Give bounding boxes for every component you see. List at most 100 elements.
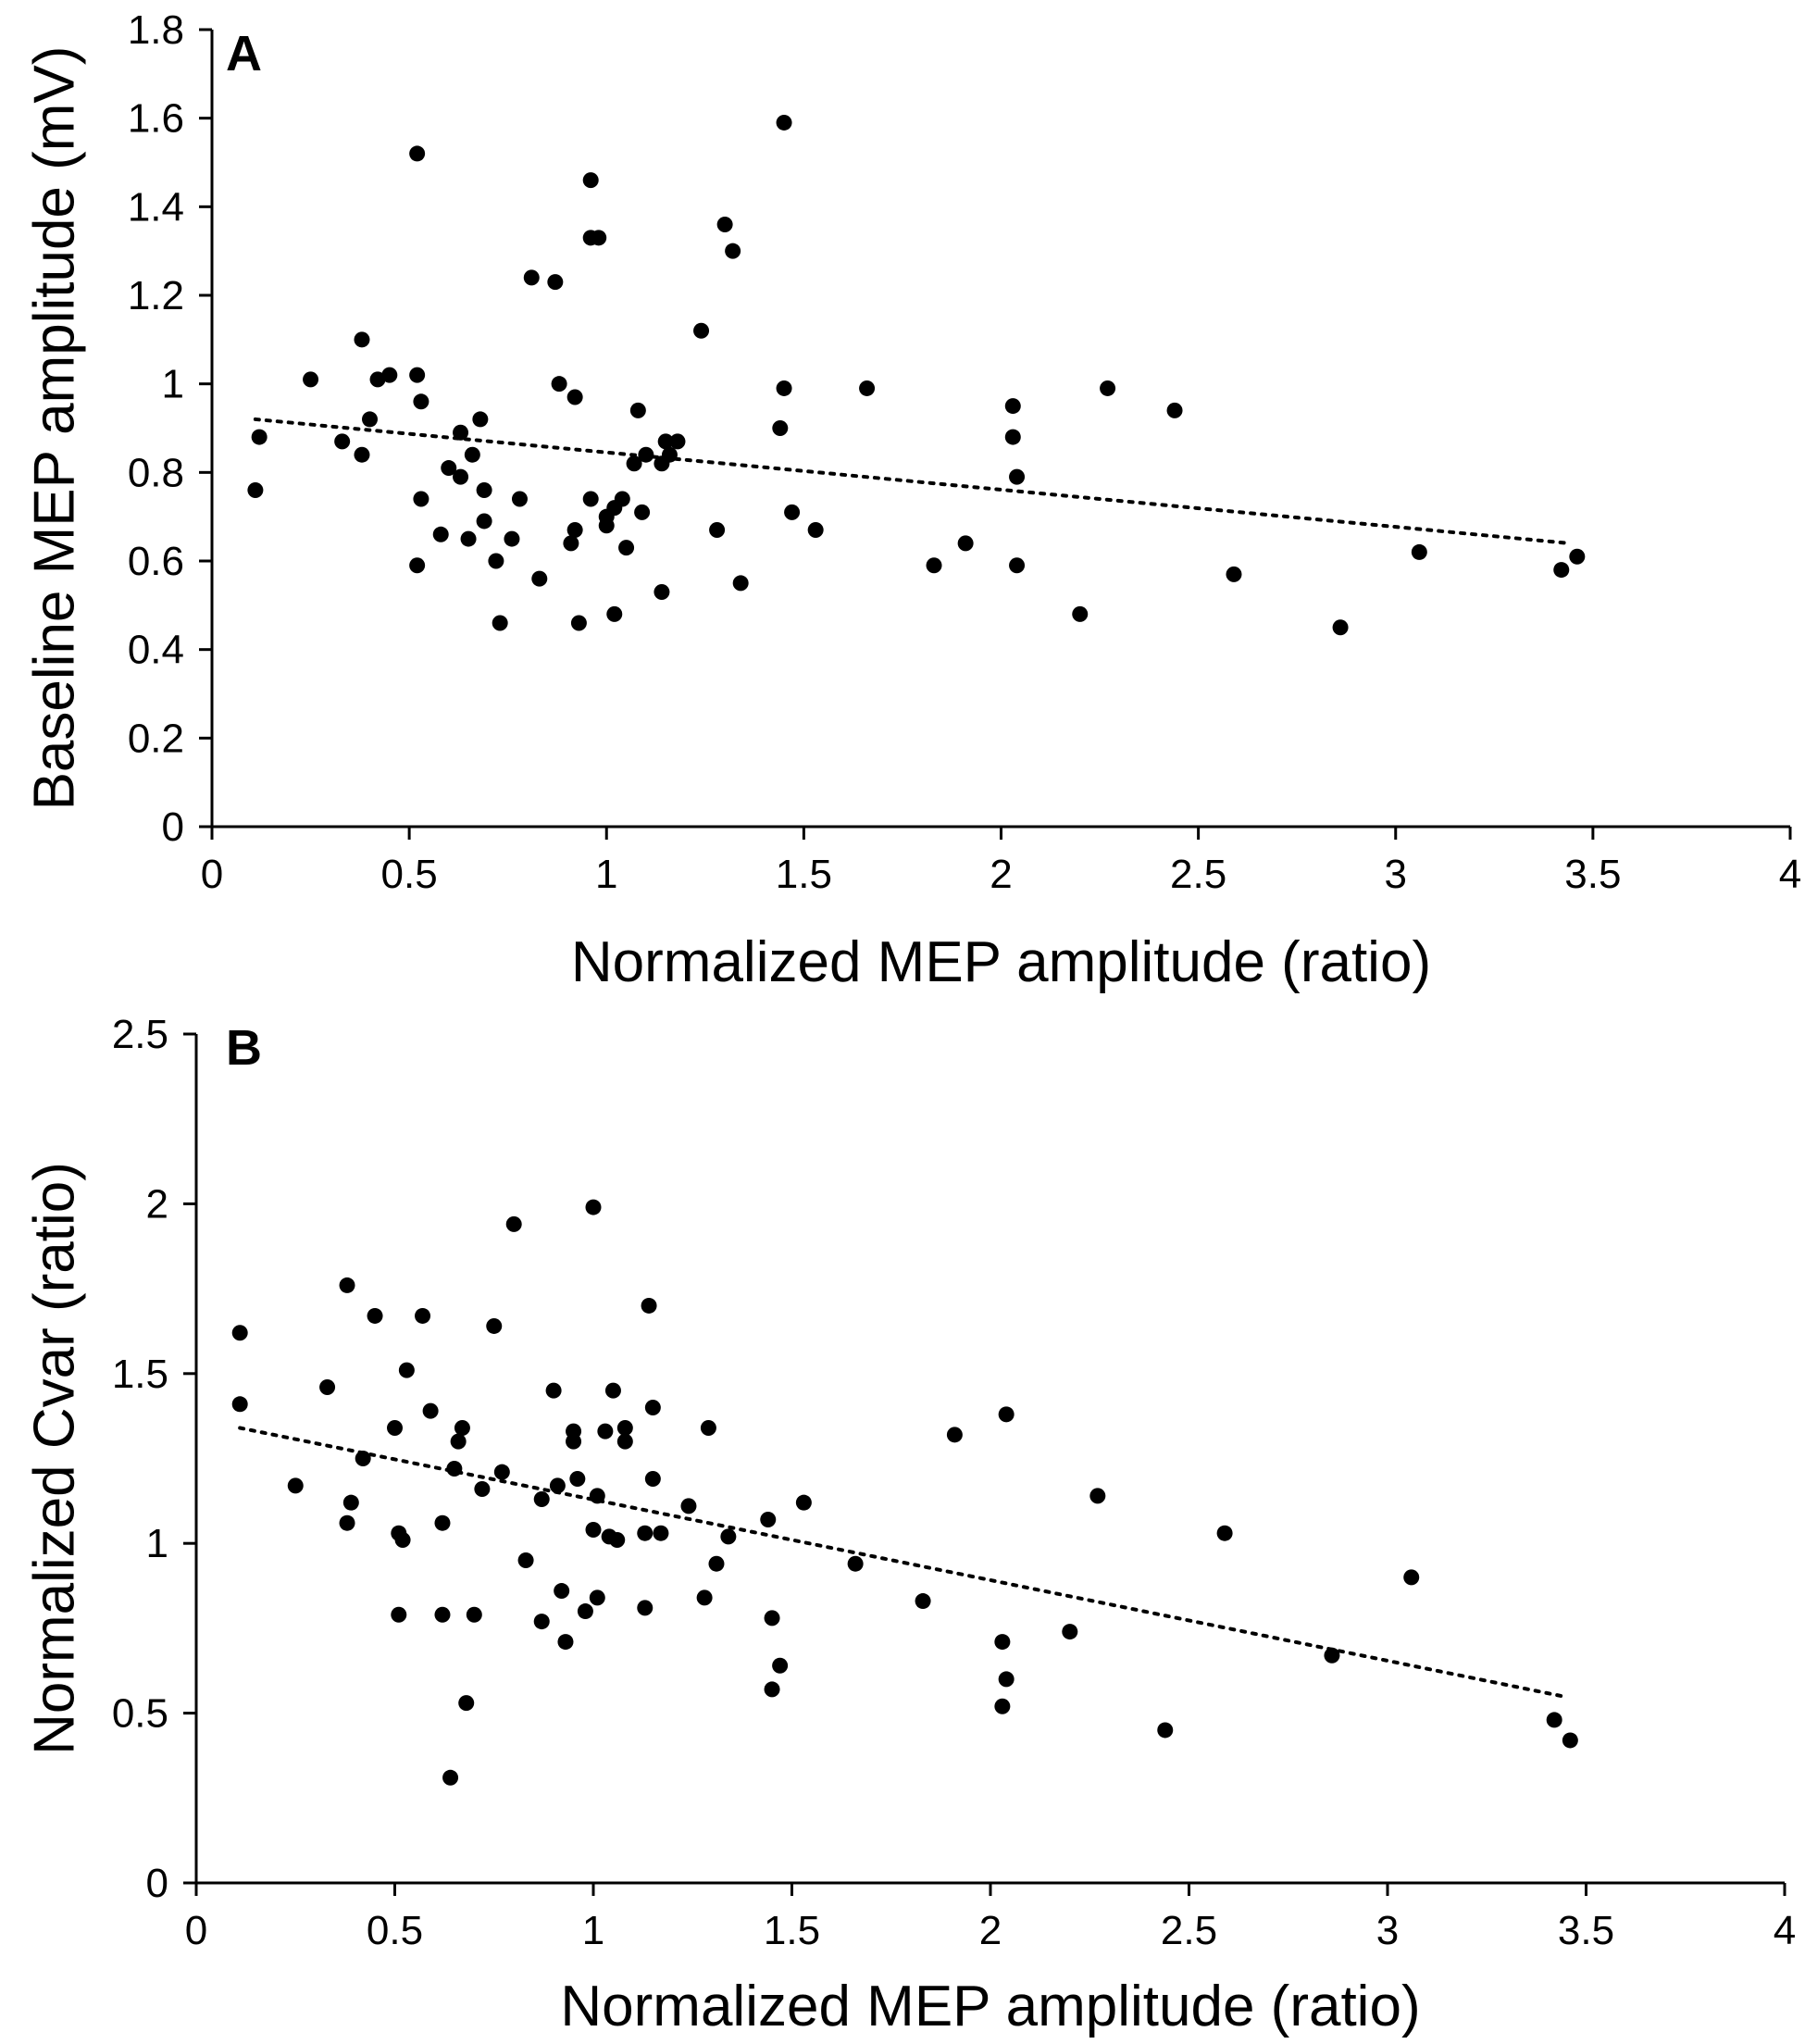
x-tick-label: 0.5 [381, 852, 438, 897]
data-point [994, 1634, 1011, 1651]
y-tick-label: 1.2 [128, 273, 184, 318]
data-point [764, 1681, 780, 1698]
data-point [570, 615, 587, 631]
data-point [661, 446, 678, 463]
data-point [466, 1606, 482, 1623]
data-point [566, 522, 583, 539]
data-point [629, 402, 646, 418]
data-point [725, 243, 741, 259]
data-point [398, 1362, 415, 1378]
data-point [453, 424, 469, 441]
y-tick-label: 0 [146, 1861, 168, 1906]
trendline [253, 417, 1572, 545]
data-point [339, 1277, 355, 1293]
data-point [1009, 557, 1026, 574]
x-axis-label: Normalized MEP amplitude (ratio) [571, 930, 1431, 994]
data-point [505, 1215, 522, 1232]
data-point [354, 331, 370, 348]
x-axis-label: Normalized MEP amplitude (ratio) [560, 1975, 1420, 2038]
data-point [231, 1325, 248, 1341]
data-point [653, 1525, 669, 1541]
data-point [434, 1606, 451, 1623]
data-point [1009, 468, 1026, 485]
y-tick-label: 1 [146, 1521, 168, 1566]
data-point [409, 557, 426, 574]
data-point [251, 429, 268, 445]
x-tick-label: 2 [990, 852, 1012, 897]
data-point [582, 172, 599, 189]
data-point [644, 1399, 661, 1415]
data-point [859, 380, 876, 396]
data-point [409, 367, 426, 383]
data-point [554, 1583, 570, 1600]
data-point [680, 1498, 697, 1514]
data-point [760, 1512, 777, 1528]
data-point [626, 455, 642, 472]
data-point [492, 615, 508, 631]
data-point [616, 1419, 633, 1436]
data-point [472, 411, 489, 428]
x-tick-label: 2.5 [1161, 1908, 1217, 1953]
data-point [994, 1698, 1011, 1714]
data-point [563, 535, 579, 552]
data-point [409, 145, 426, 162]
data-point [720, 1528, 737, 1545]
x-tick-label: 0 [201, 852, 223, 897]
data-point [1157, 1722, 1174, 1739]
data-point [644, 1471, 661, 1488]
y-tick-label: 1.5 [112, 1352, 168, 1397]
data-point [1553, 562, 1570, 579]
data-point [1004, 398, 1021, 415]
trendline [238, 1426, 1564, 1699]
data-point [446, 1461, 463, 1477]
data-point [708, 1555, 725, 1572]
data-point [381, 367, 398, 383]
data-point [589, 1488, 605, 1504]
data-point [772, 420, 789, 436]
data-point [1089, 1488, 1106, 1504]
data-point [616, 1433, 633, 1450]
data-point [454, 1419, 470, 1436]
data-point [432, 526, 449, 542]
data-point [303, 371, 319, 388]
data-point [533, 1614, 550, 1630]
data-point [434, 1514, 451, 1531]
y-tick-label: 0.5 [112, 1691, 168, 1737]
data-point [696, 1589, 713, 1606]
x-tick-label: 1 [582, 1908, 604, 1953]
data-point [547, 274, 564, 291]
data-point [847, 1555, 864, 1572]
data-point [415, 1307, 431, 1324]
data-point [354, 446, 370, 463]
data-point [569, 1471, 586, 1488]
panel-label: B [226, 1020, 262, 1076]
data-point [776, 114, 792, 131]
x-tick-label: 2.5 [1170, 852, 1226, 897]
data-point [369, 371, 386, 388]
data-point [460, 530, 477, 547]
data-point [654, 583, 670, 600]
x-tick-label: 3 [1376, 1908, 1399, 1953]
y-tick-label: 2.5 [112, 1012, 168, 1057]
data-point [422, 1402, 439, 1419]
x-tick-label: 3 [1385, 852, 1407, 897]
data-point [453, 468, 469, 485]
chart-panel-b: 0 0.5 1 1.5 2 2.5 3 3.5 4 0 0.5 1 1.5 2 2.5 Normalized … [23, 1012, 1797, 2038]
data-point [339, 1514, 355, 1531]
x-tick-label: 0 [185, 1908, 207, 1953]
x-tick-label: 0.5 [367, 1908, 423, 1953]
data-point [732, 575, 749, 592]
data-point [1072, 605, 1089, 622]
y-tick-label: 1.4 [128, 184, 184, 230]
data-point [486, 1317, 503, 1334]
data-point [693, 322, 710, 339]
data-point [413, 393, 429, 410]
data-point [637, 1600, 654, 1616]
data-point [549, 1477, 566, 1494]
data-point [926, 557, 942, 574]
x-tick-label: 1.5 [776, 852, 832, 897]
data-point [551, 376, 567, 393]
data-point [387, 1419, 403, 1436]
data-point [709, 522, 726, 539]
